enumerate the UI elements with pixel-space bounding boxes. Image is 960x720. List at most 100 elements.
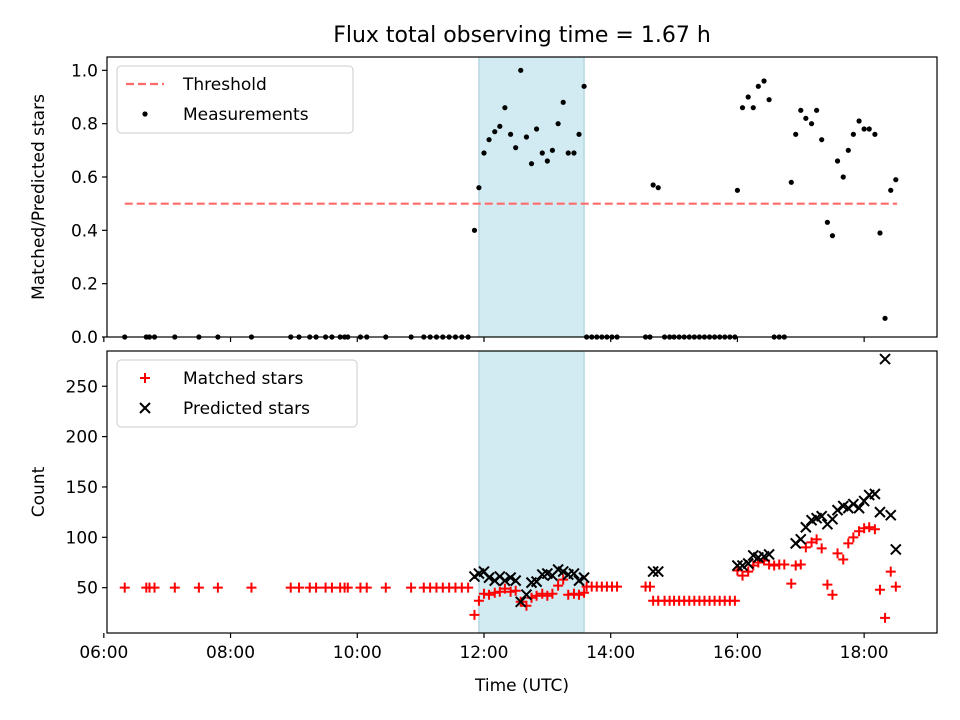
matched-star-point bbox=[579, 587, 590, 598]
y-tick-label: 0.6 bbox=[71, 168, 98, 188]
x-tick-label: 08:00 bbox=[206, 643, 255, 663]
legend-entry-label: Measurements bbox=[183, 105, 309, 125]
measurement-point bbox=[539, 150, 545, 156]
predicted-star-point bbox=[499, 574, 511, 587]
predicted-star-point bbox=[742, 557, 754, 570]
matched-star-point bbox=[406, 582, 417, 593]
x-tick-label: 12:00 bbox=[459, 643, 508, 663]
matched-star-point bbox=[473, 595, 484, 606]
matched-star-point bbox=[169, 582, 180, 593]
matched-star-point bbox=[563, 589, 574, 600]
measurement-point bbox=[882, 315, 888, 321]
measurement-point bbox=[560, 99, 566, 105]
predicted-star-point bbox=[573, 574, 585, 587]
measurement-point bbox=[877, 230, 883, 236]
y-tick-label: 150 bbox=[66, 478, 98, 498]
matched-star-point bbox=[729, 595, 740, 606]
chart-title: Flux total observing time = 1.67 h bbox=[333, 23, 711, 48]
measurement-point bbox=[798, 107, 804, 113]
y-tick-label: 0.0 bbox=[71, 328, 98, 348]
matched-star-point bbox=[547, 588, 558, 599]
matched-star-point bbox=[119, 582, 130, 593]
x-axis-label: Time (UTC) bbox=[474, 676, 569, 696]
measurement-point bbox=[861, 126, 867, 132]
predicted-star-point bbox=[731, 559, 744, 572]
measurement-point bbox=[507, 131, 514, 137]
measurement-point bbox=[872, 131, 878, 137]
measurement-point bbox=[650, 182, 656, 188]
predicted-star-point bbox=[847, 498, 860, 510]
measurement-point bbox=[745, 94, 751, 100]
matched-star-point bbox=[874, 584, 885, 595]
bottom-panel: 50 100 150 200 250 06:00 08:00 10:00 12:00 14:00 1… bbox=[29, 350, 938, 696]
measurement-point bbox=[565, 150, 571, 156]
matched-star-point bbox=[542, 590, 553, 601]
predicted-star-point bbox=[890, 543, 902, 556]
matched-star-point bbox=[558, 574, 569, 585]
matched-star-point bbox=[612, 581, 623, 592]
matched-star-point bbox=[531, 590, 542, 601]
predicted-star-point bbox=[826, 513, 839, 525]
measurement-point bbox=[866, 126, 872, 132]
matched-star-point bbox=[890, 581, 901, 592]
matched-star-point bbox=[478, 588, 489, 599]
measurement-point bbox=[766, 97, 772, 103]
matched-star-point bbox=[537, 588, 548, 599]
legend-entry-label: Threshold bbox=[182, 75, 267, 95]
predicted-star-point bbox=[885, 509, 897, 521]
top-panel: 0.0 0.2 0.4 0.6 0.8 1.0 Matched/Predicted star… bbox=[29, 56, 938, 348]
matched-star-point bbox=[342, 582, 353, 593]
measurement-point bbox=[834, 158, 841, 164]
matched-star-point bbox=[311, 582, 322, 593]
measurement-point bbox=[845, 147, 851, 153]
measurement-point bbox=[492, 129, 498, 135]
legend-predicted-swatch bbox=[139, 402, 151, 414]
measurement-point bbox=[523, 134, 530, 140]
predicted-star-point bbox=[815, 510, 828, 522]
matched-star-point bbox=[469, 609, 480, 620]
measurement-point bbox=[513, 145, 519, 151]
predicted-star-point bbox=[879, 353, 891, 365]
measurement-point bbox=[739, 105, 746, 111]
matched-star-point bbox=[149, 582, 160, 593]
measurement-point bbox=[549, 147, 556, 153]
measurement-point bbox=[803, 115, 809, 121]
predicted-star-point bbox=[874, 506, 886, 518]
matched-star-point bbox=[811, 534, 822, 545]
matched-star-point bbox=[838, 554, 849, 565]
measurement-point bbox=[761, 78, 767, 84]
measurement-point bbox=[481, 150, 487, 156]
predicted-star-point bbox=[483, 571, 495, 584]
measurement-point bbox=[829, 233, 836, 239]
matched-star-point bbox=[732, 565, 743, 576]
legend-entry-label: Predicted stars bbox=[183, 399, 310, 419]
matched-star-point bbox=[212, 582, 223, 593]
measurement-point bbox=[814, 107, 820, 113]
measurement-point bbox=[486, 137, 492, 143]
measurement-point bbox=[471, 227, 478, 233]
y-axis-label: Count bbox=[29, 466, 49, 517]
measurement-point bbox=[755, 83, 761, 89]
legend-box bbox=[116, 65, 354, 134]
legend-matched-swatch bbox=[140, 373, 150, 383]
measurement-point bbox=[518, 67, 524, 73]
matched-star-point bbox=[869, 524, 880, 535]
matched-star-point bbox=[246, 582, 257, 593]
observing-interval-band bbox=[478, 56, 585, 338]
matched-star-point bbox=[510, 585, 521, 596]
axes-frame bbox=[106, 350, 938, 634]
matched-star-point bbox=[864, 522, 875, 533]
matched-star-point bbox=[737, 570, 748, 581]
y-tick-label: 250 bbox=[66, 377, 98, 397]
matched-star-point bbox=[743, 566, 754, 577]
measurement-point bbox=[856, 118, 862, 124]
matched-star-point bbox=[795, 559, 806, 570]
matched-star-point bbox=[769, 560, 780, 571]
predicted-star-point bbox=[853, 502, 865, 514]
x-tick-label: 14:00 bbox=[586, 643, 635, 663]
y-tick-label: 100 bbox=[66, 528, 98, 548]
matched-star-point bbox=[832, 548, 843, 559]
legend-box bbox=[116, 359, 358, 428]
matched-star-point bbox=[521, 600, 532, 611]
y-tick-label: 1.0 bbox=[71, 61, 98, 81]
